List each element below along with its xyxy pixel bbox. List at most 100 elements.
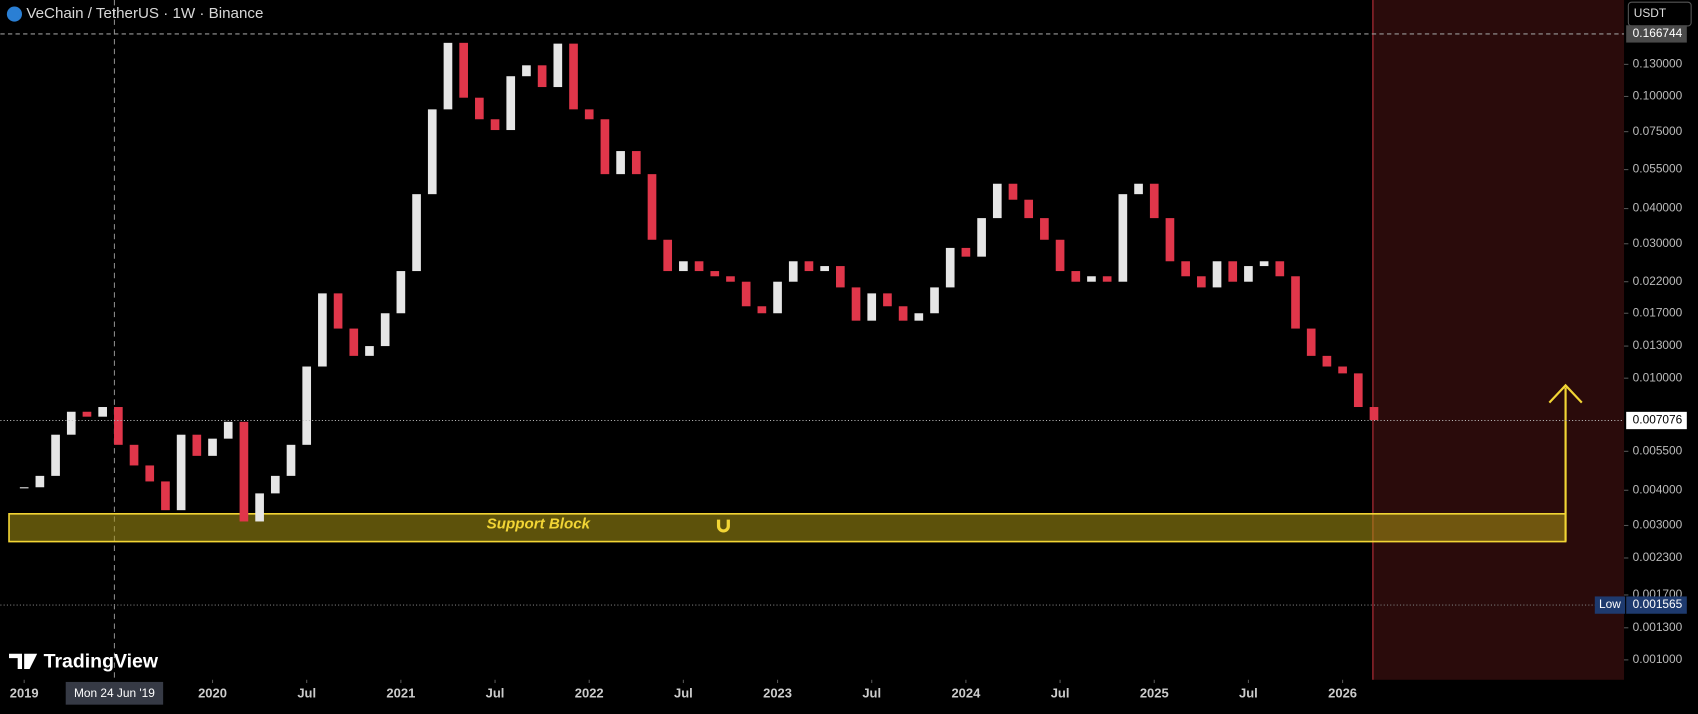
support-zone bbox=[8, 513, 1567, 543]
support-zone-label: Support Block bbox=[487, 515, 592, 532]
candle bbox=[66, 411, 76, 435]
candle bbox=[396, 271, 406, 314]
candle bbox=[836, 266, 845, 288]
logo: TradingView bbox=[44, 651, 159, 673]
y-tick-label: 0.075000 bbox=[1633, 124, 1683, 138]
candle bbox=[302, 366, 312, 445]
candle bbox=[710, 271, 720, 277]
candle bbox=[726, 276, 735, 282]
future-region bbox=[1372, 0, 1625, 680]
x-tick-label: Jul bbox=[1051, 685, 1070, 700]
low-name-box bbox=[1594, 596, 1626, 614]
candle bbox=[35, 475, 45, 488]
candle bbox=[176, 434, 186, 511]
candle bbox=[475, 97, 484, 120]
y-tick-label: 0.003000 bbox=[1633, 518, 1683, 532]
y-tick-label: 0.013000 bbox=[1633, 338, 1683, 352]
candle bbox=[600, 119, 610, 175]
candle bbox=[522, 65, 531, 77]
crosshair-label-box bbox=[65, 681, 164, 705]
candle bbox=[145, 465, 155, 482]
symbol-title: VeChain / TetherUS · 1W · Binance bbox=[26, 5, 263, 22]
candle bbox=[867, 293, 877, 321]
candle bbox=[961, 247, 971, 257]
y-tick-label: 0.022000 bbox=[1633, 274, 1683, 288]
candle bbox=[1134, 183, 1143, 195]
candle bbox=[569, 43, 578, 110]
candle bbox=[51, 434, 60, 476]
candle bbox=[1212, 261, 1222, 288]
candle bbox=[1197, 276, 1206, 288]
candle bbox=[318, 293, 327, 367]
candle bbox=[459, 42, 468, 98]
low-label: 0.001565 bbox=[1633, 597, 1683, 611]
candle bbox=[129, 444, 139, 466]
candle bbox=[333, 293, 343, 329]
candle bbox=[820, 266, 829, 272]
plot: Support Block bbox=[0, 0, 1625, 680]
candle bbox=[114, 407, 123, 445]
high-label-box bbox=[1626, 25, 1687, 43]
y-tick-label: 0.130000 bbox=[1633, 57, 1683, 71]
candle bbox=[82, 411, 92, 417]
candle bbox=[1322, 355, 1332, 367]
candle bbox=[1055, 239, 1065, 272]
x-tick-label: 2024 bbox=[951, 685, 981, 700]
candle bbox=[1291, 276, 1300, 329]
candle bbox=[977, 218, 986, 257]
candle bbox=[679, 261, 688, 272]
candle bbox=[208, 438, 217, 456]
candle bbox=[1165, 218, 1175, 262]
candle bbox=[1008, 183, 1018, 200]
candle bbox=[553, 43, 563, 88]
candle bbox=[1071, 271, 1081, 282]
x-tick-label: 2022 bbox=[575, 685, 604, 700]
candle bbox=[663, 239, 673, 272]
candle bbox=[1087, 276, 1096, 282]
candle bbox=[647, 174, 657, 240]
candle bbox=[616, 151, 625, 175]
x-tick-label: 2025 bbox=[1140, 685, 1169, 700]
crosshair-label: Mon 24 Jun '19 bbox=[74, 686, 155, 700]
candle bbox=[1181, 261, 1190, 277]
candle bbox=[239, 421, 249, 522]
high-label: 0.166744 bbox=[1633, 26, 1683, 40]
candle bbox=[1369, 407, 1379, 421]
candle bbox=[537, 65, 547, 88]
y-tick-label: 0.001000 bbox=[1633, 652, 1683, 666]
x-tick-label: 2020 bbox=[198, 685, 227, 700]
candle bbox=[1275, 261, 1285, 277]
candle bbox=[255, 493, 264, 522]
candle bbox=[1118, 194, 1128, 282]
x-tick-label: 2019 bbox=[10, 685, 39, 700]
candle bbox=[427, 109, 437, 195]
y-tick-label: 0.001300 bbox=[1633, 620, 1683, 634]
candle bbox=[1149, 183, 1159, 219]
candle bbox=[898, 306, 908, 321]
candle bbox=[270, 475, 280, 494]
y-tick-label: 0.010000 bbox=[1633, 370, 1683, 384]
candle bbox=[1306, 328, 1316, 356]
currency[interactable]: USDT bbox=[1634, 6, 1666, 20]
candle bbox=[1228, 261, 1238, 282]
target-arrow bbox=[1548, 383, 1583, 542]
candle bbox=[412, 194, 421, 272]
logo-icon bbox=[9, 653, 38, 669]
y-tick-label: 0.004000 bbox=[1633, 482, 1683, 496]
candle bbox=[1259, 261, 1269, 267]
y-tick-label: 0.005500 bbox=[1633, 443, 1683, 457]
candle bbox=[365, 346, 374, 356]
candle bbox=[1102, 276, 1112, 282]
candle bbox=[19, 487, 29, 489]
candle bbox=[804, 261, 814, 272]
y-tick-label: 0.002300 bbox=[1633, 550, 1683, 564]
candle bbox=[98, 407, 107, 417]
candle bbox=[286, 444, 296, 476]
candle bbox=[930, 287, 939, 314]
candle bbox=[1353, 373, 1363, 408]
x-tick-label: Jul bbox=[486, 685, 505, 700]
candle bbox=[223, 421, 233, 439]
candle bbox=[1338, 366, 1347, 374]
